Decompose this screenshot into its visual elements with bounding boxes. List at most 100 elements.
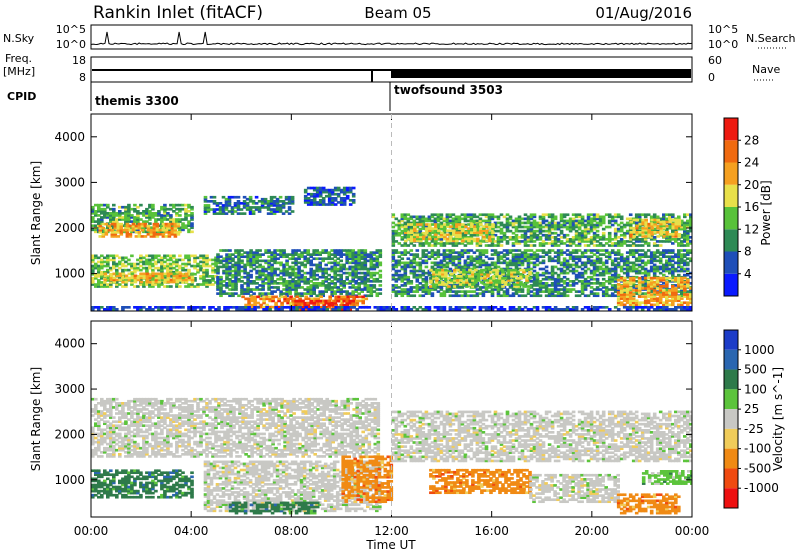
power-cell bbox=[674, 253, 678, 256]
power-cell bbox=[532, 280, 537, 283]
power-cell bbox=[409, 288, 414, 291]
power-cell bbox=[598, 257, 603, 261]
power-cell bbox=[285, 286, 289, 289]
power-cell bbox=[689, 242, 692, 245]
power-cell bbox=[445, 265, 450, 269]
power-cell bbox=[303, 282, 307, 285]
power-cell bbox=[115, 264, 119, 268]
power-cell bbox=[306, 251, 310, 254]
power-cell bbox=[652, 215, 657, 219]
power-cell bbox=[270, 269, 274, 273]
power-cell bbox=[169, 285, 173, 288]
power-cell bbox=[502, 253, 507, 256]
power-cell bbox=[274, 303, 278, 307]
power-cell bbox=[330, 188, 335, 192]
power-cell bbox=[595, 265, 600, 269]
power-cell bbox=[677, 259, 681, 263]
power-cell bbox=[616, 263, 621, 267]
power-cell bbox=[529, 267, 534, 271]
power-cell bbox=[526, 255, 531, 259]
power-cell bbox=[342, 280, 346, 283]
power-cell bbox=[151, 207, 155, 211]
power-cell bbox=[625, 257, 630, 261]
power-cell bbox=[303, 251, 307, 254]
power-cell bbox=[454, 255, 459, 259]
power-cell bbox=[203, 212, 208, 215]
power-cell bbox=[290, 202, 295, 205]
power-cell bbox=[559, 213, 564, 217]
power-cell bbox=[601, 215, 606, 219]
power-cell bbox=[485, 239, 489, 243]
power-cell bbox=[287, 208, 292, 211]
power-cell bbox=[190, 272, 195, 276]
power-cell bbox=[610, 259, 615, 263]
power-cell bbox=[340, 299, 344, 303]
power-cell bbox=[517, 259, 522, 263]
power-cell bbox=[208, 275, 212, 278]
power-cell bbox=[397, 286, 402, 289]
power-cell bbox=[487, 219, 492, 223]
power-cell bbox=[451, 227, 456, 231]
power-cell bbox=[154, 274, 159, 278]
power-cell bbox=[312, 301, 316, 305]
power-cell bbox=[142, 260, 146, 264]
power-cell bbox=[674, 267, 678, 271]
power-cell bbox=[145, 258, 149, 262]
power-cell bbox=[473, 225, 477, 228]
power-cell bbox=[601, 282, 606, 285]
power-cell bbox=[103, 203, 107, 207]
power-cell bbox=[202, 272, 206, 276]
power-cell bbox=[369, 290, 374, 293]
power-cell bbox=[306, 257, 310, 261]
power-cell bbox=[410, 223, 414, 226]
power-cell bbox=[288, 267, 292, 271]
power-cell bbox=[589, 271, 594, 275]
power-cell bbox=[550, 244, 555, 247]
power-cell bbox=[577, 236, 582, 239]
power-cell bbox=[327, 301, 331, 305]
power-cell bbox=[121, 205, 125, 209]
power-cell bbox=[601, 217, 606, 221]
power-cell bbox=[631, 269, 636, 273]
power-cell bbox=[363, 284, 368, 287]
power-cell bbox=[568, 229, 573, 233]
power-cell bbox=[255, 265, 259, 269]
power-cell bbox=[523, 213, 528, 217]
power-cell bbox=[193, 279, 197, 282]
power-cell bbox=[342, 186, 347, 190]
power-cell bbox=[391, 263, 396, 267]
power-cell bbox=[216, 255, 220, 259]
power-cell bbox=[409, 225, 414, 229]
power-cell bbox=[348, 273, 352, 277]
power-cell bbox=[592, 253, 597, 256]
power-cell bbox=[273, 261, 277, 265]
power-cell bbox=[412, 294, 417, 298]
power-cell bbox=[517, 242, 522, 245]
power-cell bbox=[272, 212, 277, 215]
power-cell bbox=[300, 294, 304, 298]
power-cell bbox=[391, 275, 396, 279]
power-cell bbox=[285, 253, 289, 256]
power-cell bbox=[205, 270, 209, 274]
power-cell bbox=[448, 267, 453, 271]
power-cell bbox=[318, 257, 322, 261]
power-cell bbox=[267, 251, 271, 254]
power-cell bbox=[110, 222, 115, 226]
power-cell bbox=[142, 256, 146, 260]
power-cell bbox=[476, 233, 480, 237]
power-cell bbox=[505, 263, 510, 267]
power-cell bbox=[443, 225, 447, 228]
power-cell bbox=[686, 273, 690, 277]
power-cell bbox=[300, 286, 304, 289]
power-cell bbox=[161, 222, 166, 226]
power-cell bbox=[145, 272, 150, 276]
power-cell bbox=[331, 299, 335, 303]
power-cell bbox=[163, 205, 167, 209]
power-cell bbox=[406, 217, 411, 221]
power-cell bbox=[366, 286, 371, 289]
power-cell bbox=[461, 225, 465, 228]
power-cell bbox=[440, 225, 444, 228]
power-cell bbox=[279, 275, 283, 279]
nave-tick-bottom: 0 bbox=[708, 71, 715, 84]
power-cell bbox=[234, 265, 238, 269]
